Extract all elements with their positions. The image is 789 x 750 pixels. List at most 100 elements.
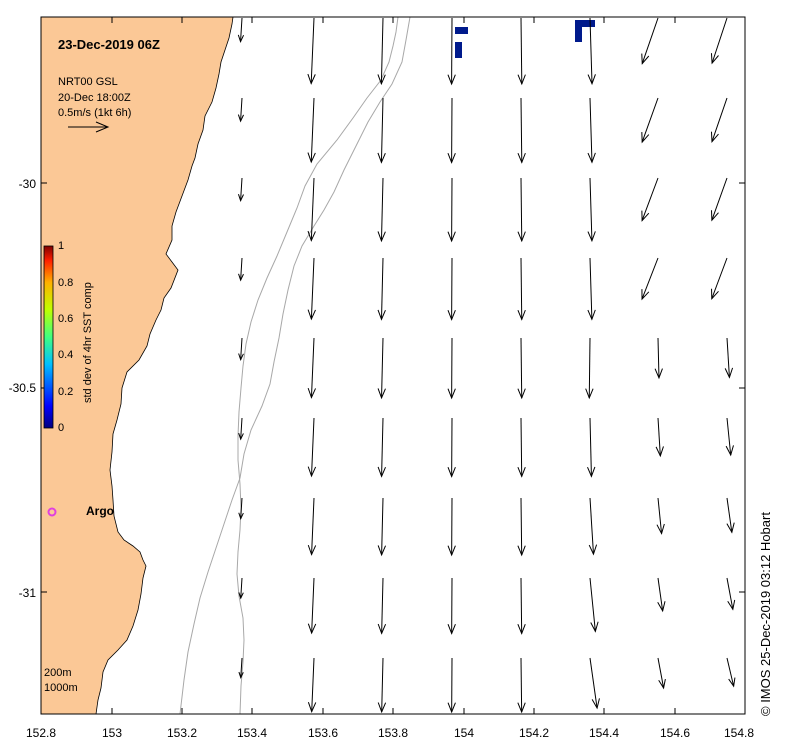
colorbar-tick-0.6: 0.6	[58, 313, 74, 325]
current-arrow	[589, 577, 599, 633]
current-arrow	[587, 177, 596, 243]
current-arrow	[726, 657, 736, 688]
current-arrow	[237, 177, 244, 202]
current-vectors	[237, 17, 736, 714]
current-arrow	[724, 337, 734, 379]
current-arrow	[307, 97, 316, 164]
current-arrow	[641, 17, 659, 65]
current-arrow	[377, 577, 387, 635]
colorbar-tick-0.4: 0.4	[58, 349, 74, 361]
current-arrow	[377, 177, 386, 243]
current-arrow	[657, 657, 666, 690]
coastline-land	[41, 17, 234, 714]
current-arrow	[641, 257, 659, 301]
current-arrow	[377, 417, 386, 478]
current-arrow	[517, 577, 526, 635]
current-arrow	[517, 257, 526, 321]
current-arrow	[517, 177, 526, 243]
current-arrow	[656, 497, 665, 535]
argo-marker	[47, 507, 57, 517]
colorbar-tick-0: 0	[58, 422, 65, 434]
x-tick-label: 153.8	[377, 726, 409, 740]
colorbar-tick-0.2: 0.2	[58, 386, 74, 398]
current-arrow	[447, 97, 456, 164]
current-arrow	[726, 497, 735, 534]
current-arrow	[307, 417, 317, 478]
current-arrow	[307, 177, 316, 242]
current-arrow	[655, 417, 664, 458]
current-arrow	[377, 337, 386, 400]
current-arrow	[587, 257, 596, 321]
current-arrow	[307, 257, 316, 321]
isobath-1000m	[179, 17, 411, 714]
contour-label-200m: 200m	[44, 667, 72, 679]
isobath-200m	[236, 17, 399, 714]
current-arrow	[587, 417, 596, 478]
argo-label: Argo	[86, 504, 114, 518]
current-arrow	[710, 97, 728, 143]
current-arrow	[657, 577, 666, 613]
current-arrow	[238, 417, 244, 441]
info-line-2: 20-Dec 18:00Z	[58, 92, 131, 104]
current-arrow	[238, 257, 244, 282]
current-arrow	[447, 417, 456, 478]
current-arrow	[307, 497, 317, 556]
current-arrow	[641, 97, 659, 144]
x-tick-label: 153.6	[307, 726, 339, 740]
colorbar-title: std dev of 4hr SST comp	[82, 282, 94, 403]
y-tick-label: -31	[18, 586, 36, 600]
current-arrow	[587, 17, 596, 86]
current-arrow	[517, 17, 526, 86]
current-arrow	[377, 17, 386, 86]
sst-cells	[455, 20, 595, 58]
current-arrow	[237, 17, 245, 43]
current-arrow	[725, 417, 734, 457]
current-arrow	[588, 497, 598, 556]
x-tick-label: 153.2	[166, 726, 198, 740]
current-arrow	[711, 257, 728, 301]
colorbar	[43, 245, 54, 429]
current-arrow	[237, 97, 244, 123]
x-tick-label: 154.8	[723, 726, 755, 740]
current-arrow	[377, 657, 387, 714]
colorbar-tick-1: 1	[58, 240, 65, 252]
current-arrow	[238, 497, 244, 521]
x-tick-label: 153	[101, 726, 123, 740]
y-tick-label: -30.5	[8, 381, 36, 395]
current-arrow	[447, 577, 456, 635]
info-line-1: NRT00 GSL	[58, 76, 118, 88]
contour-label-1000m: 1000m	[44, 682, 78, 694]
current-arrow	[447, 257, 456, 321]
current-arrow	[238, 337, 244, 362]
current-arrow	[517, 337, 526, 400]
current-arrow	[654, 337, 663, 380]
current-arrow	[377, 497, 387, 557]
current-arrow	[517, 417, 526, 478]
current-arrow	[710, 17, 728, 65]
current-arrow	[447, 657, 456, 714]
current-arrow	[238, 657, 244, 680]
map-title: 23-Dec-2019 06Z	[58, 37, 160, 52]
current-arrow	[587, 97, 596, 164]
current-arrow	[238, 577, 244, 600]
current-arrow	[517, 497, 526, 557]
current-arrow	[726, 577, 736, 611]
current-arrow	[641, 177, 659, 222]
scale-arrow-head	[95, 121, 110, 133]
current-arrow	[447, 337, 456, 400]
x-tick-label: 154	[453, 726, 475, 740]
current-arrow	[307, 17, 316, 85]
current-arrow	[517, 657, 526, 714]
current-arrow	[447, 17, 456, 86]
x-tick-label: 153.4	[236, 726, 268, 740]
x-tick-label: 154.4	[588, 726, 620, 740]
current-arrow	[307, 657, 317, 713]
info-line-3: 0.5m/s (1kt 6h)	[58, 107, 132, 119]
current-arrow	[517, 97, 526, 164]
current-arrow	[447, 497, 456, 557]
current-arrow	[307, 337, 317, 399]
colorbar-tick-0.8: 0.8	[58, 277, 74, 289]
imos-credit: © IMOS 25-Dec-2019 03:12 Hobart	[758, 512, 773, 716]
y-tick-label: -30	[18, 177, 36, 191]
